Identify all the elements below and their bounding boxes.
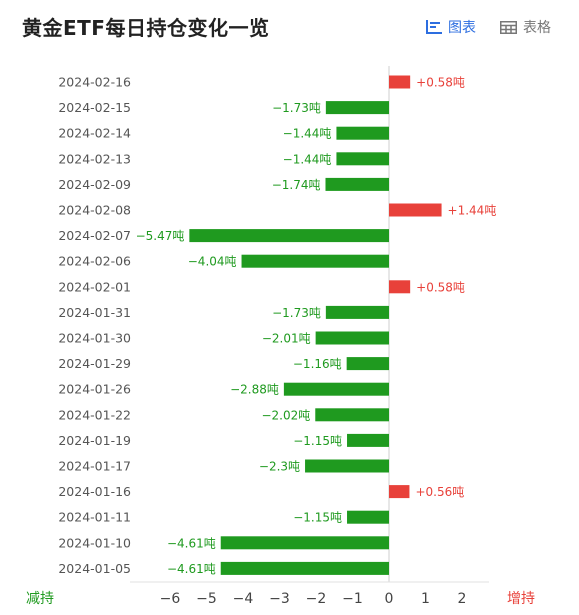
bar [347, 433, 389, 447]
bar [336, 152, 389, 166]
value-label: −1.73吨 [272, 306, 321, 320]
bar [220, 536, 389, 550]
date-label: 2024-01-26 [58, 382, 131, 397]
x-tick-label: −4 [233, 591, 254, 607]
table-view-toggle[interactable]: 表格 [500, 17, 551, 37]
value-label: −4.61吨 [167, 562, 216, 576]
x-tick-label: 0 [385, 591, 394, 607]
date-label: 2024-02-06 [58, 254, 131, 269]
value-label: −4.61吨 [167, 536, 216, 550]
date-label: 2024-02-08 [58, 203, 131, 218]
date-label: 2024-02-09 [58, 177, 131, 192]
date-label: 2024-01-30 [58, 331, 131, 346]
bar [315, 331, 389, 345]
date-label: 2024-02-13 [58, 151, 131, 166]
value-label: −2.3吨 [259, 460, 300, 474]
date-label: 2024-02-14 [58, 126, 131, 141]
date-label: 2024-02-01 [58, 279, 131, 294]
header: 黄金ETF每日持仓变化一览 图表 表格 [0, 0, 579, 52]
bar [389, 75, 411, 89]
date-label: 2024-01-31 [58, 305, 131, 320]
value-label: −1.15吨 [293, 511, 342, 525]
reduce-holdings-label: 减持 [26, 591, 54, 607]
table-view-label: 表格 [523, 20, 551, 36]
value-label: −5.47吨 [136, 229, 185, 243]
bar [325, 305, 389, 319]
date-label: 2024-02-16 [58, 75, 131, 90]
x-tick-label: −3 [269, 591, 290, 607]
date-label: 2024-02-07 [58, 228, 131, 243]
date-label: 2024-01-19 [58, 433, 131, 448]
date-label: 2024-01-10 [58, 535, 131, 550]
bar [346, 357, 389, 371]
bar [241, 254, 389, 268]
chart-view-label: 图表 [448, 20, 476, 36]
value-label: −1.74吨 [272, 178, 321, 192]
bar [347, 510, 389, 524]
bar [325, 177, 389, 191]
value-label: −2.01吨 [262, 332, 311, 346]
increase-holdings-label: 增持 [507, 591, 535, 607]
bar [315, 408, 389, 422]
value-label: +0.58吨 [416, 76, 465, 90]
date-label: 2024-01-29 [58, 356, 131, 371]
page-title: 黄金ETF每日持仓变化一览 [22, 16, 270, 40]
value-label: −1.16吨 [293, 357, 342, 371]
date-label: 2024-01-16 [58, 484, 131, 499]
bar [189, 229, 389, 243]
value-label: −1.15吨 [293, 434, 342, 448]
date-label: 2024-01-17 [58, 459, 131, 474]
x-tick-label: −2 [306, 591, 327, 607]
bar [283, 382, 389, 396]
bar-chart-icon [426, 20, 442, 34]
bar [220, 561, 389, 575]
x-tick-label: 2 [458, 591, 467, 607]
bar [336, 126, 389, 140]
date-label: 2024-02-15 [58, 100, 131, 115]
x-tick-label: −1 [342, 591, 363, 607]
table-icon [500, 20, 517, 34]
bar [389, 203, 442, 217]
x-tick-label: 1 [421, 591, 430, 607]
value-label: −2.02吨 [261, 408, 310, 422]
date-label: 2024-01-05 [58, 561, 131, 576]
x-tick-label: −6 [160, 591, 181, 607]
value-label: −2.88吨 [230, 383, 279, 397]
value-label: −1.73吨 [272, 101, 321, 115]
date-label: 2024-01-22 [58, 407, 131, 422]
date-label: 2024-01-11 [58, 510, 131, 525]
value-label: +1.44吨 [448, 204, 497, 218]
value-label: −1.44吨 [283, 152, 332, 166]
value-label: +0.56吨 [415, 485, 464, 499]
bar [305, 459, 389, 473]
x-tick-label: −5 [196, 591, 217, 607]
value-label: −4.04吨 [188, 255, 237, 269]
bar [389, 485, 410, 499]
chart-view-toggle[interactable]: 图表 [426, 17, 476, 37]
value-label: −1.44吨 [283, 127, 332, 141]
bar [389, 280, 411, 294]
bar [325, 101, 389, 115]
value-label: +0.58吨 [416, 280, 465, 294]
